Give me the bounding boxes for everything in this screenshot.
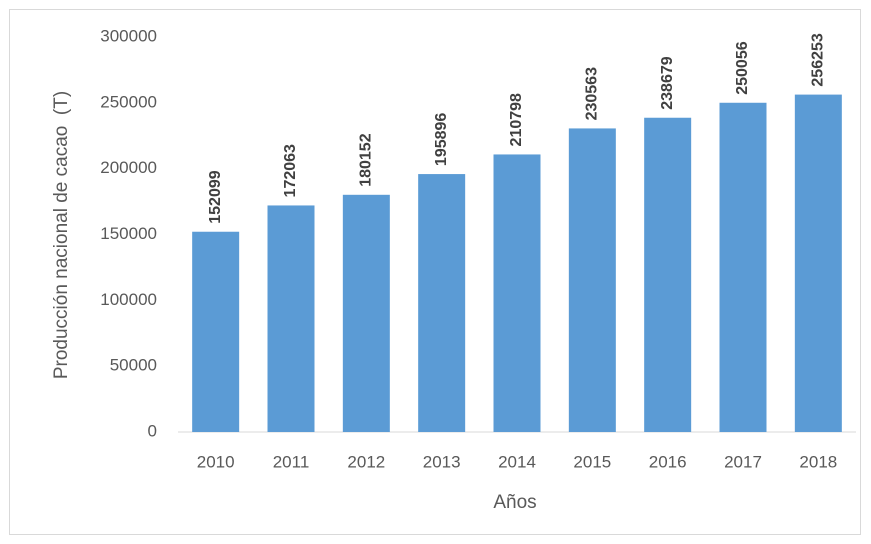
- x-tick-label: 2018: [799, 452, 837, 471]
- bar: [493, 154, 541, 433]
- y-axis-label: Producción nacional de cacao (T): [51, 91, 72, 379]
- bar: [644, 117, 692, 432]
- y-tick-label: 50000: [110, 356, 157, 375]
- value-label: 238679: [659, 56, 676, 109]
- x-tick-label: 2015: [573, 452, 611, 471]
- x-tick-label: 2013: [423, 452, 461, 471]
- bar: [342, 194, 390, 432]
- y-tick-label: 0: [148, 421, 157, 440]
- y-tick-label: 200000: [100, 158, 157, 177]
- bar: [267, 205, 315, 432]
- bar: [568, 128, 616, 432]
- bar: [719, 102, 767, 433]
- value-label: 172063: [282, 144, 299, 197]
- x-tick-label: 2014: [498, 452, 536, 471]
- x-axis-label: Años: [493, 492, 536, 513]
- y-tick-label: 250000: [100, 92, 157, 111]
- value-label: 250056: [734, 41, 751, 94]
- x-tick-label: 2017: [724, 452, 762, 471]
- y-tick-label: 300000: [100, 26, 157, 45]
- value-label: 180152: [358, 133, 375, 186]
- y-tick-label: 150000: [100, 224, 157, 243]
- bar: [794, 94, 842, 432]
- bar: [418, 174, 466, 433]
- value-label: 210798: [508, 93, 525, 146]
- x-tick-label: 2012: [347, 452, 385, 471]
- x-tick-label: 2011: [273, 452, 310, 471]
- x-tick-label: 2010: [197, 452, 235, 471]
- x-tick-label: 2016: [649, 452, 687, 471]
- y-tick-label: 100000: [100, 290, 157, 309]
- bar: [192, 231, 240, 432]
- value-label: 152099: [207, 170, 224, 223]
- value-label: 230563: [584, 67, 601, 120]
- value-label: 195896: [433, 113, 450, 166]
- value-label: 256253: [810, 33, 827, 86]
